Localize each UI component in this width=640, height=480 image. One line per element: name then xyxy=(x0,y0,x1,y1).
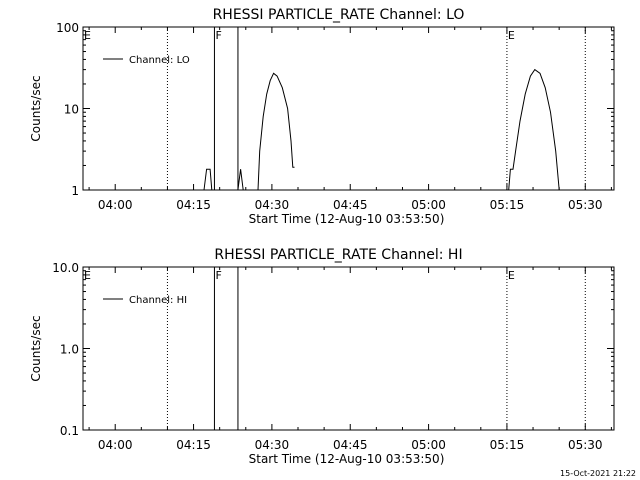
y-tick-label: 100 xyxy=(56,21,79,35)
marker-label-f: F xyxy=(215,29,221,42)
x-tick-label: 04:30 xyxy=(255,198,290,212)
series-line xyxy=(257,72,295,191)
plot-frame xyxy=(82,26,615,191)
marker-label-e: E xyxy=(84,29,91,42)
y-tick-label: 10.0 xyxy=(52,261,79,275)
x-tick-label: 04:30 xyxy=(255,438,290,452)
x-tick-label: 05:00 xyxy=(411,198,446,212)
x-tick-label: 05:15 xyxy=(490,438,525,452)
y-tick-label: 1 xyxy=(71,184,79,198)
marker-label-f: F xyxy=(215,269,221,282)
x-tick-label: 05:30 xyxy=(568,438,603,452)
y-axis-label: Counts/sec xyxy=(29,75,43,141)
marker-label-e: E xyxy=(84,269,91,282)
footer-date: 15-Oct-2021 21:22 xyxy=(560,469,636,478)
x-tick-label: 04:45 xyxy=(333,438,368,452)
x-tick-label: 05:30 xyxy=(568,198,603,212)
x-tick-label: 04:00 xyxy=(98,438,133,452)
x-tick-label: 04:15 xyxy=(176,438,211,452)
series-line xyxy=(237,169,244,191)
chart-title: RHESSI PARTICLE_RATE Channel: HI xyxy=(214,247,462,263)
series-line xyxy=(203,168,213,191)
x-tick-label: 04:15 xyxy=(176,198,211,212)
x-tick-label: 04:45 xyxy=(333,198,368,212)
marker-label-e: E xyxy=(508,269,515,282)
marker-label-e: E xyxy=(508,29,515,42)
series-line xyxy=(508,68,560,191)
legend-label: Channel: LO xyxy=(129,55,190,66)
y-tick-label: 10 xyxy=(64,103,79,117)
x-tick-label: 04:00 xyxy=(98,198,133,212)
x-axis-label: Start Time (12-Aug-10 03:53:50) xyxy=(249,212,445,226)
x-tick-label: 05:00 xyxy=(411,438,446,452)
x-tick-label: 05:15 xyxy=(490,198,525,212)
x-axis-label: Start Time (12-Aug-10 03:53:50) xyxy=(249,452,445,466)
y-axis-label: Counts/sec xyxy=(29,315,43,381)
legend-label: Channel: HI xyxy=(129,295,187,306)
chart-title: RHESSI PARTICLE_RATE Channel: LO xyxy=(213,7,465,23)
plot-frame xyxy=(82,266,615,431)
y-tick-label: 1.0 xyxy=(60,343,79,357)
y-tick-label: 0.1 xyxy=(60,424,79,438)
